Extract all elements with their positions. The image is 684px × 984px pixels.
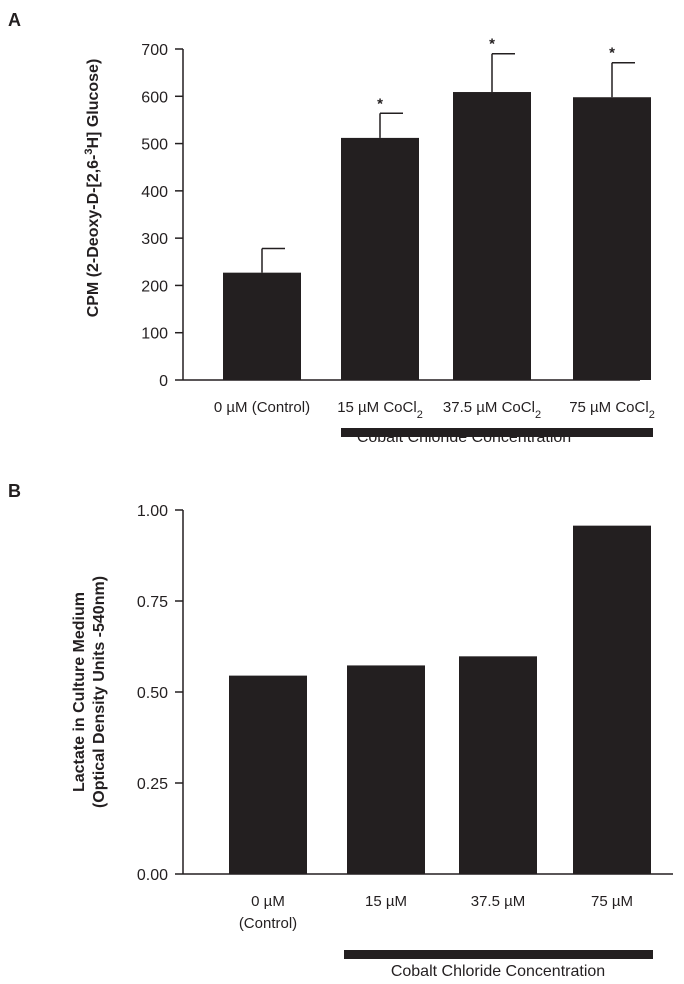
panel-b-category-label: 37.5 µM xyxy=(471,893,526,910)
panel-b-bar xyxy=(347,665,425,874)
panel-a-plot: 0 100 200 300 400 500 600 700 0 µM (Control) * 15 … xyxy=(141,36,655,437)
panel-a-ytick-label: 400 xyxy=(141,184,168,201)
panel-a-ytick-label: 300 xyxy=(141,231,168,248)
panel-b-ytick-label: 0.50 xyxy=(137,685,168,702)
panel-a-category-label: 37.5 µM CoCl2 xyxy=(443,399,541,421)
panel-b-bracket-label: Cobalt Chloride Concentration xyxy=(391,963,605,980)
panel-a-ytick-label: 600 xyxy=(141,89,168,106)
panel-a-ytick-label: 100 xyxy=(141,326,168,343)
panel-b-bracket-bar xyxy=(344,950,653,959)
panel-b-ytick-label: 0.00 xyxy=(137,867,168,884)
panel-a-bracket-bar xyxy=(341,428,653,437)
panel-a-bar xyxy=(573,97,651,380)
panel-a-ytick-label: 500 xyxy=(141,137,168,154)
panel-b-bar xyxy=(573,525,651,874)
panel-a-ytick-label: 700 xyxy=(141,42,168,59)
panel-a-bar xyxy=(341,137,419,380)
panel-b-category-label: 0 µM xyxy=(251,893,285,910)
panel-b-letter: B xyxy=(8,481,21,501)
panel-b-bar xyxy=(229,675,307,874)
panel-a-ylabel: CPM (2-Deoxy-D-[2,6-3H] Glucose) xyxy=(83,59,102,318)
panel-a-ytick-label: 0 xyxy=(159,373,168,390)
panel-a-ytick-label: 200 xyxy=(141,278,168,295)
panel-a-significance-star: * xyxy=(609,45,615,62)
panel-b-ylabel-line2: (Optical Density Units -540nm) xyxy=(91,576,108,808)
panel-a-significance-star: * xyxy=(489,36,495,53)
panel-a-bar xyxy=(223,272,301,380)
panel-a-significance-star: * xyxy=(377,95,383,112)
panel-b-category-label: 75 µM xyxy=(591,893,633,910)
panel-a-bar xyxy=(453,92,531,380)
panel-b-category-label: 15 µM xyxy=(365,893,407,910)
panel-a-category-label: 75 µM CoCl2 xyxy=(569,399,655,421)
panel-b-ytick-label: 0.75 xyxy=(137,594,168,611)
panel-a-category-label: 15 µM CoCl2 xyxy=(337,399,423,421)
panel-a-letter: A xyxy=(8,10,21,30)
panel-a-category-label: 0 µM (Control) xyxy=(214,399,310,416)
panel-b-plot: 0.00 0.25 0.50 0.75 1.00 0 µM (Control) 15 µM 37… xyxy=(137,503,673,959)
panel-b-bar xyxy=(459,656,537,874)
panel-b-ytick-label: 0.25 xyxy=(137,776,168,793)
panel-b-ylabel-line1: Lactate in Culture Medium xyxy=(71,592,88,792)
panel-b-category-sublabel: (Control) xyxy=(239,915,297,932)
panel-b-ytick-label: 1.00 xyxy=(137,503,168,520)
